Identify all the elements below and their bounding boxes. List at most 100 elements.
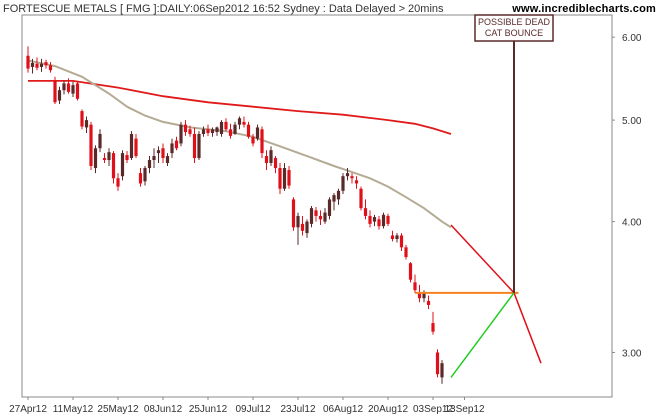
short-moving-average-line — [27, 59, 452, 229]
candle-body — [345, 173, 350, 177]
candle-body — [332, 195, 336, 202]
candle-body — [390, 235, 395, 239]
candle-body — [372, 217, 377, 222]
x-tick-label: 23Jul12 — [280, 404, 315, 415]
candle-body — [156, 150, 161, 154]
candle-body — [260, 129, 264, 154]
candle-body — [219, 121, 224, 134]
candle-body — [174, 140, 179, 149]
candle-body — [233, 124, 237, 134]
candle-body — [183, 124, 188, 133]
x-tick-label: 20Aug12 — [368, 404, 408, 415]
candle-body — [179, 124, 183, 144]
candle-body — [111, 153, 116, 179]
candle-body — [201, 129, 206, 134]
annotation-text: POSSIBLE DEAD — [478, 17, 551, 27]
candle-body — [354, 180, 359, 184]
candle-body — [215, 127, 219, 133]
candle-body — [426, 300, 431, 305]
candle-body — [237, 118, 242, 125]
candle-body — [35, 63, 39, 68]
x-tick-label: 06Aug12 — [323, 404, 363, 415]
candle-body — [98, 133, 102, 149]
y-tick-label: 5.00 — [622, 116, 642, 127]
candle-body — [165, 156, 170, 164]
candle-body — [48, 65, 53, 71]
candle-body — [192, 133, 197, 159]
annotation-text: CAT BOUNCE — [485, 28, 543, 38]
y-tick-label: 3.00 — [622, 348, 642, 359]
downtrend-projection-line — [450, 224, 542, 364]
candle-body — [102, 158, 107, 161]
candle-body — [318, 215, 323, 220]
candle-body — [305, 221, 309, 234]
candle-body — [404, 247, 408, 258]
candle-body — [116, 178, 120, 187]
candle-body — [26, 55, 30, 69]
candle-body — [107, 152, 111, 161]
candle-body — [327, 199, 332, 216]
site-brand: www.incrediblecharts.com — [512, 3, 656, 15]
y-tick-label: 4.00 — [622, 218, 642, 229]
candle-body — [80, 111, 84, 127]
candle-body — [224, 121, 228, 130]
candle-body — [408, 263, 413, 280]
candle-body — [242, 121, 246, 125]
candle-body — [44, 62, 48, 66]
candle-body — [147, 160, 152, 169]
plot-frame — [21, 14, 613, 398]
candle-body — [125, 155, 129, 161]
candle-body — [269, 150, 273, 164]
candle-body — [381, 214, 386, 227]
candle-body — [75, 83, 80, 99]
candle-body — [251, 136, 255, 144]
candle-body — [53, 80, 57, 103]
annotation-box — [474, 14, 554, 42]
candle-body — [152, 156, 156, 161]
candle-body — [287, 170, 291, 186]
candle-body — [278, 168, 282, 189]
candle-body — [206, 129, 210, 134]
candle-body — [341, 176, 345, 191]
candle-body — [62, 83, 66, 91]
candle-body — [336, 190, 341, 200]
candle-body — [417, 292, 422, 299]
y-tick-label: 6.00 — [622, 33, 642, 44]
candle-body — [39, 63, 44, 67]
candle-body — [30, 62, 35, 67]
candle-body — [309, 208, 314, 224]
candle-body — [273, 158, 278, 169]
candle-body — [314, 210, 318, 216]
candle-body — [395, 235, 399, 239]
candle-body — [71, 85, 75, 94]
chart-title: FORTESCUE METALS [ FMG ]:DAILY:06Sep2012… — [3, 3, 444, 15]
candle-body — [143, 168, 147, 182]
candle-body — [138, 173, 143, 184]
candle-body — [435, 352, 440, 375]
candle-body — [129, 133, 134, 159]
candle-body — [386, 215, 390, 224]
candle-body — [377, 219, 381, 227]
candle-body — [197, 133, 201, 159]
candle-body — [66, 83, 71, 92]
candle-body — [399, 235, 404, 248]
candle-body — [134, 138, 138, 157]
candle-body — [170, 143, 174, 154]
long-moving-average-line — [28, 80, 452, 135]
candle-body — [161, 148, 165, 159]
candle-body — [282, 168, 287, 189]
rebound-projection-line — [450, 292, 515, 378]
candle-body — [84, 120, 89, 128]
candle-body — [413, 282, 417, 291]
candle-body — [359, 188, 363, 209]
x-tick-label: 25Jun12 — [189, 404, 228, 415]
candle-body — [422, 292, 426, 299]
x-tick-label: 11May12 — [53, 404, 94, 415]
candle-body — [228, 129, 233, 136]
candle-body — [363, 208, 368, 216]
candle-body — [350, 176, 354, 179]
candle-body — [246, 124, 251, 137]
candle-body — [188, 129, 192, 134]
x-tick-label: 08Jun12 — [144, 404, 183, 415]
